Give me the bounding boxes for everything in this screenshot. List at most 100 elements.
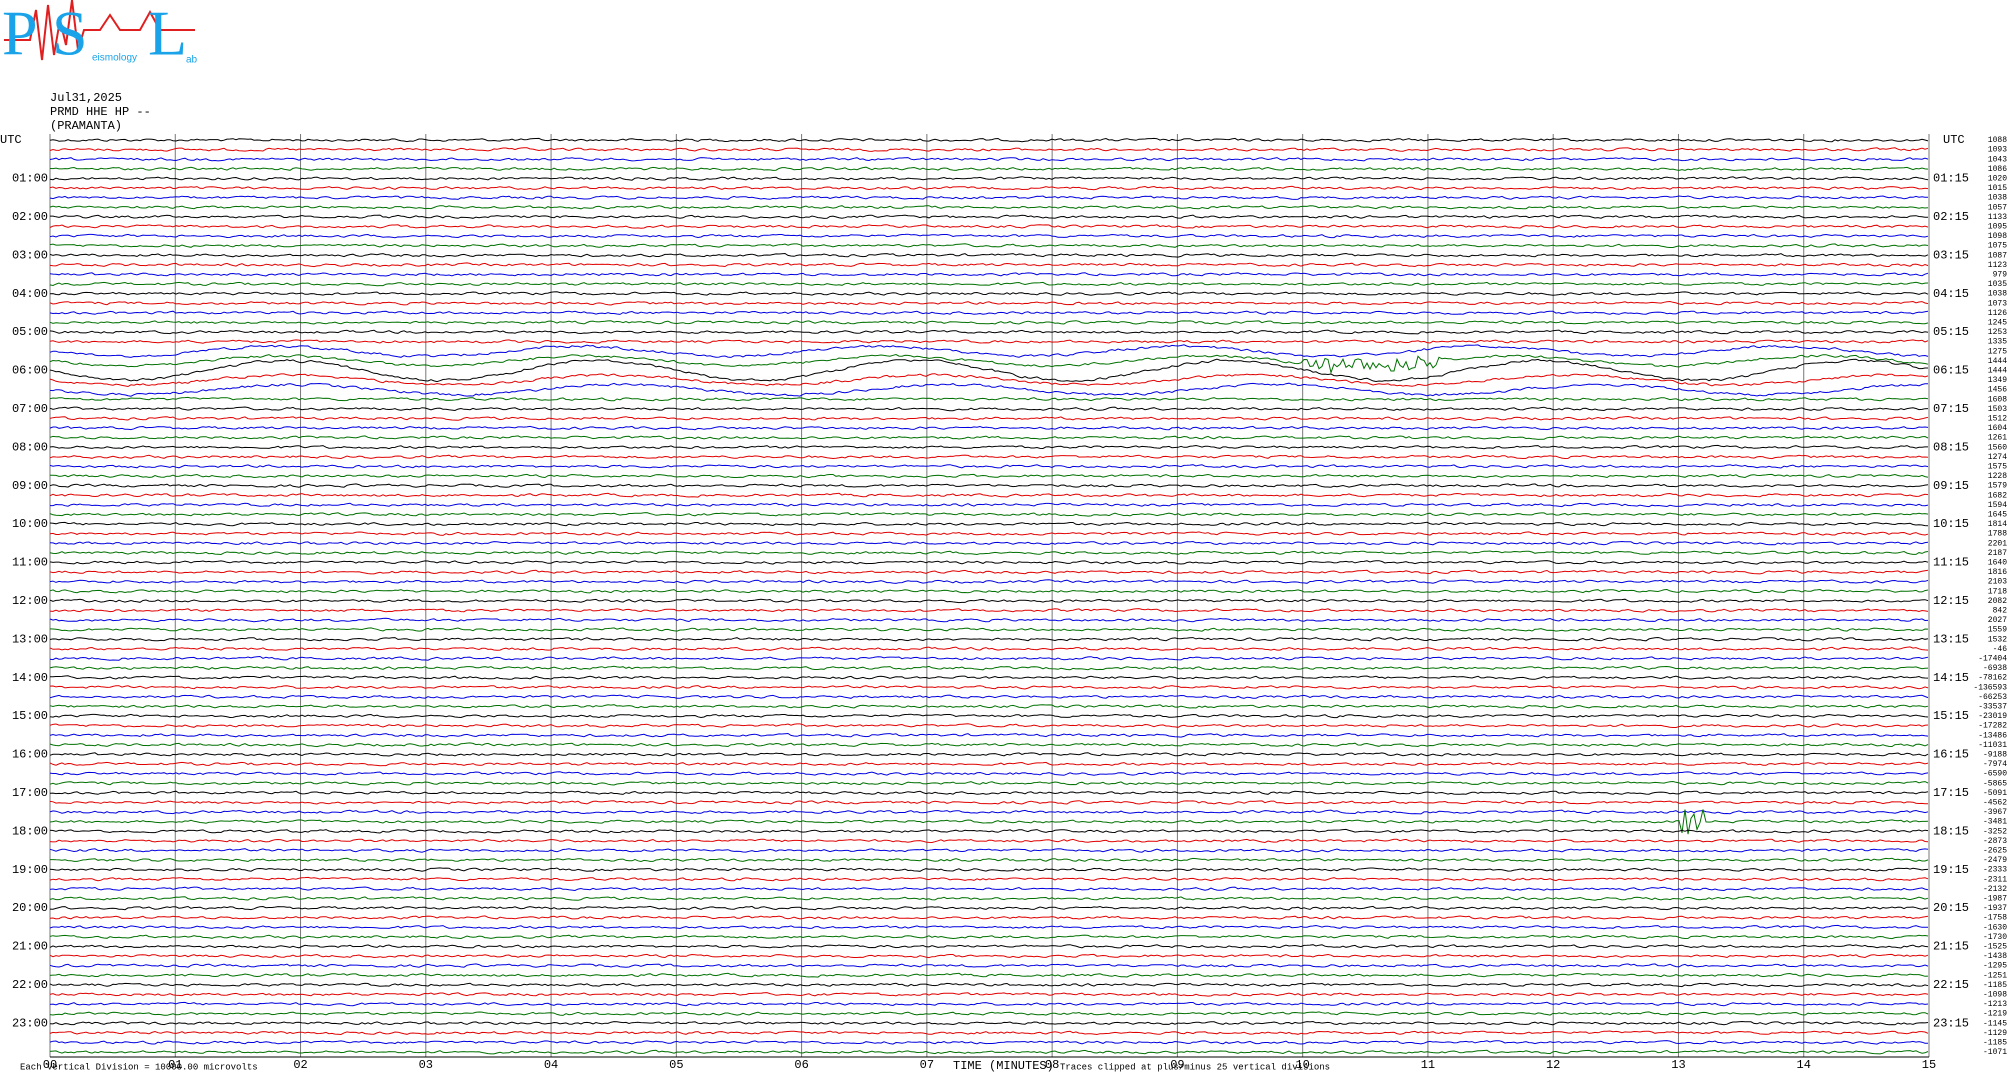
- trace: [49, 540, 1929, 546]
- trace: [49, 205, 1929, 210]
- hour-label: 13:15: [1933, 632, 1969, 646]
- hour-label: 10:15: [1933, 517, 1969, 531]
- offset-label: -17282: [1978, 722, 2007, 731]
- offset-label: 1532: [1988, 635, 2007, 644]
- trace: [49, 982, 1929, 988]
- offset-label: -1213: [1983, 1000, 2007, 1009]
- hour-label: 11:15: [1933, 556, 1969, 570]
- offset-label: -1219: [1983, 1010, 2007, 1019]
- trace: [49, 713, 1929, 719]
- trace: [49, 723, 1929, 728]
- offset-label: 1086: [1988, 165, 2007, 174]
- offset-label: -1129: [1983, 1029, 2007, 1038]
- trace: [50, 857, 1929, 863]
- hour-label: 03:00: [12, 248, 48, 262]
- trace: [49, 665, 1929, 671]
- hour-label: 10:00: [12, 517, 48, 531]
- offset-label: -6590: [1983, 770, 2007, 779]
- offset-label: 1503: [1988, 405, 2007, 414]
- trace: [49, 166, 1929, 171]
- clip-note: Traces clipped at plus/minus 25 vertical…: [1060, 1062, 1330, 1072]
- logo: P S L eismology ab: [2, 0, 198, 69]
- offset-label: -1185: [1983, 981, 2007, 990]
- hour-label: 06:15: [1933, 364, 1969, 378]
- offset-label: -7974: [1983, 760, 2007, 769]
- offset-label: 1245: [1988, 319, 2007, 328]
- trace: [49, 800, 1929, 805]
- offset-label: 2027: [1988, 616, 2007, 625]
- minute-label: 13: [1671, 1058, 1685, 1072]
- trace: [49, 886, 1929, 892]
- trace: [49, 492, 1929, 498]
- offset-label: 1456: [1988, 386, 2007, 395]
- trace: [49, 636, 1929, 642]
- offset-label: 1038: [1988, 290, 2007, 299]
- scale-note: Each Vertical Division = 10000.00 microv…: [20, 1062, 258, 1072]
- offset-label: 1038: [1988, 194, 2007, 203]
- trace: [49, 972, 1929, 978]
- trace: [49, 694, 1929, 699]
- minute-label: 09: [1170, 1058, 1184, 1072]
- offset-label: -3481: [1983, 818, 2007, 827]
- hour-label: 17:00: [12, 786, 48, 800]
- trace: [49, 521, 1929, 527]
- offset-label: -2333: [1983, 866, 2007, 875]
- trace: [49, 924, 1929, 930]
- trace: [49, 569, 1929, 575]
- offset-label: -136593: [1973, 683, 2007, 692]
- offset-label: -1630: [1983, 923, 2007, 932]
- trace: [49, 598, 1929, 604]
- trace: [49, 233, 1929, 239]
- hour-label: 15:15: [1933, 709, 1969, 723]
- trace: [49, 771, 1929, 776]
- offset-label: 842: [1993, 607, 2008, 616]
- offset-label: 1788: [1988, 530, 2007, 539]
- trace: [49, 483, 1929, 488]
- offset-label: 1123: [1988, 261, 2007, 270]
- offset-label: 2103: [1988, 578, 2007, 587]
- offset-label: 1075: [1988, 242, 2007, 251]
- trace: [49, 992, 1929, 997]
- minute-label: 00: [43, 1058, 57, 1072]
- hour-label: 16:00: [12, 748, 48, 762]
- offset-label: 1261: [1988, 434, 2007, 443]
- logo-letter: P: [2, 0, 38, 69]
- minute-label: 03: [419, 1058, 433, 1072]
- offset-label: -9188: [1983, 751, 2007, 760]
- trace: [49, 608, 1929, 613]
- trace: [49, 1030, 1929, 1036]
- offset-label: 1228: [1988, 472, 2007, 481]
- minute-label: 11: [1421, 1058, 1435, 1072]
- minute-label: 15: [1922, 1058, 1936, 1072]
- trace: [49, 320, 1929, 325]
- offset-label: 1015: [1988, 184, 2007, 193]
- trace: [49, 531, 1929, 536]
- offset-label: -46: [1993, 645, 2008, 654]
- trace: [49, 646, 1929, 651]
- offset-label: 1560: [1988, 443, 2007, 452]
- trace: [49, 512, 1929, 517]
- offset-label: 1814: [1988, 520, 2007, 529]
- trace: [49, 809, 1929, 835]
- trace: [49, 1020, 1929, 1026]
- hour-label: 12:00: [12, 594, 48, 608]
- trace: [49, 310, 1929, 315]
- trace: [49, 963, 1929, 968]
- trace: [49, 147, 1929, 152]
- logo-word: ab: [186, 55, 198, 66]
- offset-label: 1095: [1988, 223, 2007, 232]
- offset-label: 2082: [1988, 597, 2007, 606]
- offset-label: -5865: [1983, 779, 2007, 788]
- minute-label: 08: [1045, 1058, 1059, 1072]
- hour-label: 06:00: [12, 364, 48, 378]
- hour-label: 23:00: [12, 1016, 48, 1030]
- trace: [49, 358, 1928, 383]
- trace: [49, 185, 1929, 191]
- hour-label: 05:15: [1933, 325, 1969, 339]
- trace: [49, 291, 1929, 296]
- minute-label: 12: [1546, 1058, 1560, 1072]
- hour-label: 04:15: [1933, 287, 1969, 301]
- offset-label: 2201: [1988, 539, 2007, 548]
- trace: [49, 329, 1929, 335]
- offset-label: -6938: [1983, 664, 2007, 673]
